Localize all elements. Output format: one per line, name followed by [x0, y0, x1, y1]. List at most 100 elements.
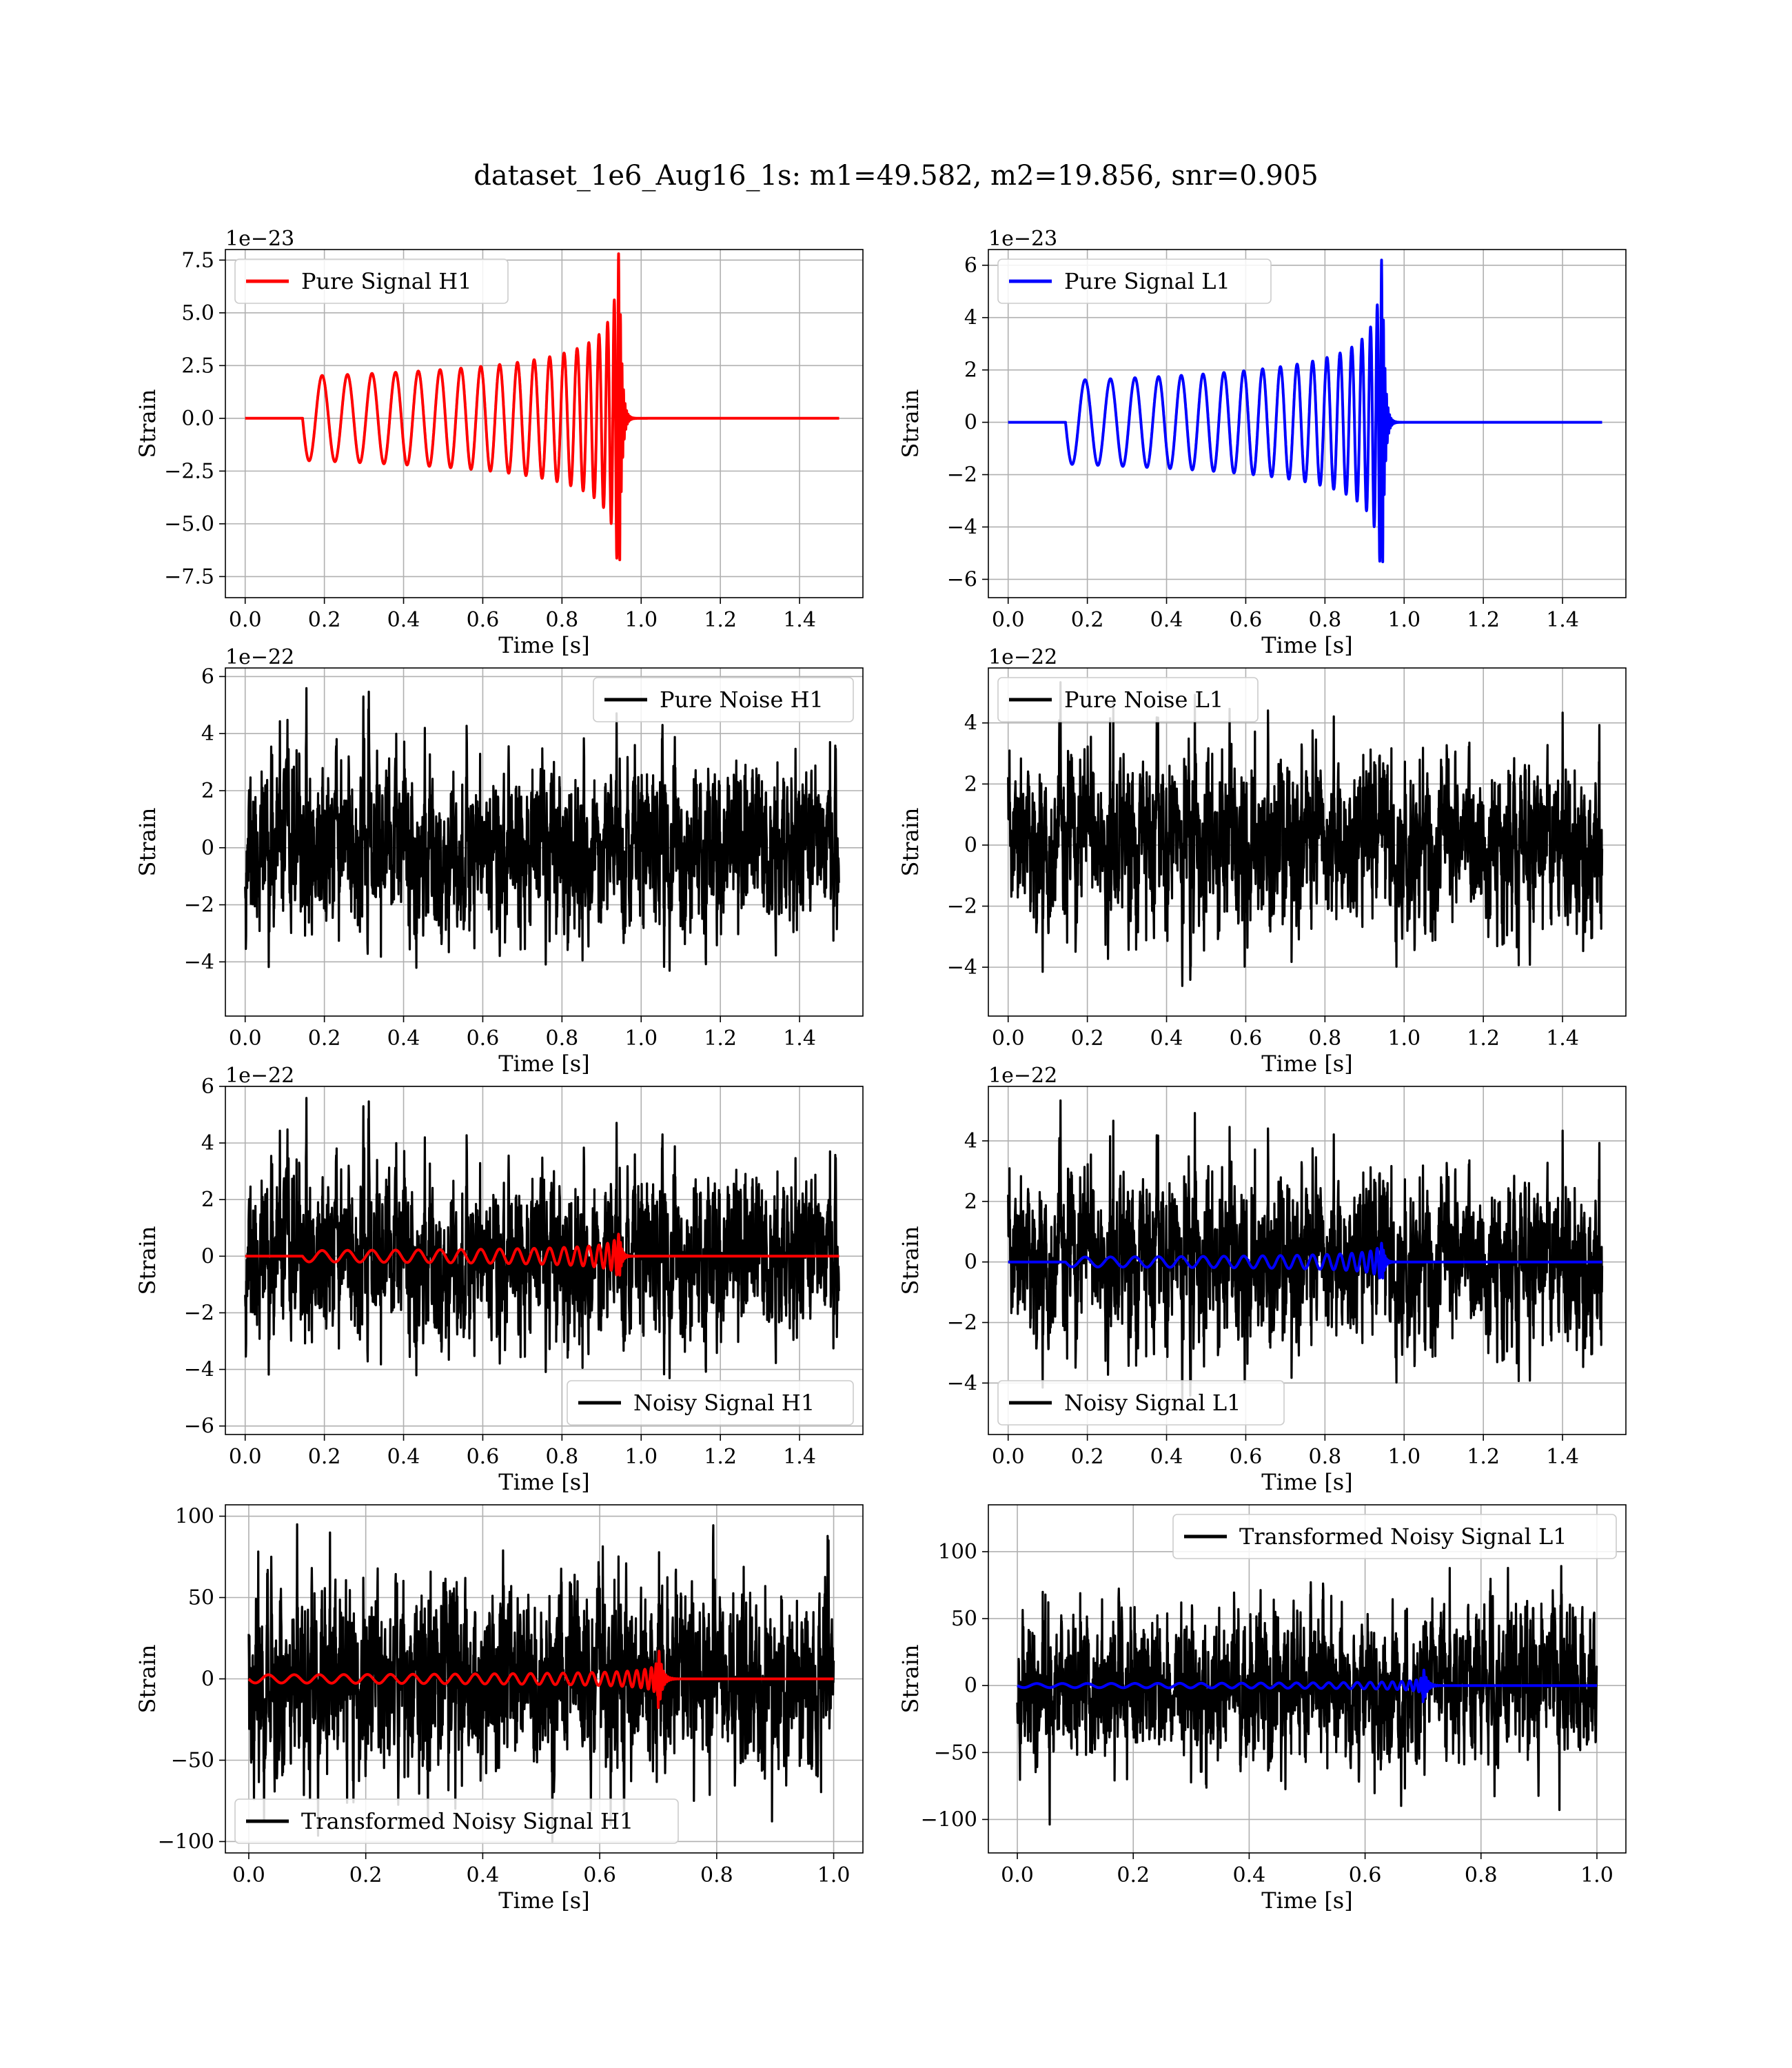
y-tick-label: 7.5 — [181, 248, 214, 272]
legend-box — [567, 1380, 854, 1426]
series-line-2 — [1006, 1241, 1604, 1280]
y-offset-label: 1e−22 — [225, 1064, 294, 1088]
x-axis-label: Time [s] — [1261, 1051, 1352, 1077]
x-tick-label: 0.2 — [1071, 1026, 1104, 1051]
x-tick-label: 0.0 — [232, 1863, 265, 1887]
series-line-1 — [1016, 1565, 1598, 1826]
y-tick-label: 2 — [964, 358, 977, 383]
x-tick-label: 0.8 — [1308, 608, 1341, 632]
axes-frame — [225, 249, 864, 598]
y-tick-label: 100 — [175, 1505, 214, 1529]
y-axis-label: Strain — [134, 808, 161, 877]
x-tick-label: 1.4 — [1546, 1445, 1579, 1469]
y-tick-label: 0 — [964, 833, 977, 858]
y-tick-label: −2.5 — [164, 459, 214, 483]
axes-frame — [988, 249, 1627, 598]
x-tick-label: 1.0 — [1387, 608, 1421, 632]
legend-box — [997, 1380, 1285, 1426]
series-line-1 — [244, 687, 841, 972]
x-tick-label: 0.0 — [1001, 1863, 1034, 1887]
legend: Noisy Signal L1 — [997, 1380, 1285, 1426]
y-axis-label: Strain — [897, 1645, 924, 1714]
legend: Pure Noise L1 — [997, 677, 1259, 722]
x-tick-label: 0.2 — [308, 608, 341, 632]
x-tick-label: 0.4 — [467, 1863, 500, 1887]
y-tick-label: 4 — [964, 711, 977, 736]
legend: Transformed Noisy Signal H1 — [234, 1798, 679, 1844]
legend-box — [234, 1798, 679, 1844]
y-offset-label: 1e−23 — [988, 227, 1057, 251]
subplot-pure-noise-h1: 0.0 0.2 0.4 0.6 0.8 1.0 1.2 1.4 −4 −2 0 2 4 6 Time [s]… — [134, 645, 864, 1077]
legend: Transformed Noisy Signal L1 — [1172, 1514, 1617, 1559]
legend-label: Noisy Signal H1 — [633, 1390, 815, 1416]
x-tick-label: 0.2 — [1071, 1445, 1104, 1469]
series-group — [243, 1097, 841, 1379]
series-line-1 — [244, 1097, 841, 1379]
x-tick-label: 0.0 — [229, 608, 262, 632]
x-tick-label: 0.6 — [583, 1863, 616, 1887]
subplot-transformed-noisy-signal-l1: 0.0 0.2 0.4 0.6 0.8 1.0 −100 −50 0 50 100 Time [s] S… — [897, 1504, 1627, 1914]
axes-frame — [225, 667, 864, 1017]
y-tick-label: −2 — [947, 1311, 977, 1335]
x-tick-label: 0.8 — [1465, 1863, 1498, 1887]
legend-box — [997, 677, 1259, 722]
x-tick-label: 0.6 — [1230, 1445, 1263, 1469]
x-tick-label: 0.0 — [992, 608, 1025, 632]
subplot-pure-signal-l1: 0.0 0.2 0.4 0.6 0.8 1.0 1.2 1.4 −6 −4 −2 0 2 4 6 Time [… — [897, 227, 1627, 658]
x-tick-label: 1.4 — [783, 608, 816, 632]
y-tick-label: 4 — [964, 306, 977, 330]
legend: Pure Signal L1 — [997, 258, 1272, 304]
x-tick-label: 0.6 — [1230, 608, 1263, 632]
x-axis-label: Time [s] — [498, 1469, 589, 1495]
y-axis-label: Strain — [897, 389, 924, 458]
subplot-pure-signal-h1: 0.0 0.2 0.4 0.6 0.8 1.0 1.2 1.4 −7.5 −5.0 −2.5 0.0 2… — [134, 227, 864, 658]
series-group — [1006, 1099, 1604, 1403]
axes-frame — [225, 1086, 864, 1435]
y-tick-label: −2 — [947, 463, 977, 487]
x-tick-label: 0.8 — [545, 608, 578, 632]
y-tick-label: −6 — [184, 1415, 214, 1439]
y-tick-label: 0 — [201, 836, 214, 860]
x-tick-label: 0.8 — [545, 1026, 578, 1051]
y-axis-label: Strain — [134, 389, 161, 458]
x-tick-label: 1.0 — [624, 1026, 658, 1051]
series-line-1 — [1007, 1099, 1604, 1403]
y-tick-label: 6 — [201, 665, 214, 689]
y-tick-label: −7.5 — [164, 565, 214, 589]
y-tick-label: −4 — [947, 955, 977, 980]
y-offset-label: 1e−22 — [225, 645, 294, 669]
y-tick-label: −2 — [947, 895, 977, 919]
x-tick-label: 0.8 — [700, 1863, 733, 1887]
x-tick-label: 0.2 — [1071, 608, 1104, 632]
legend: Noisy Signal H1 — [567, 1380, 854, 1426]
x-tick-label: 0.2 — [308, 1026, 341, 1051]
legend: Pure Noise H1 — [593, 677, 854, 722]
axes-frame — [988, 667, 1627, 1017]
x-tick-label: 0.4 — [387, 1026, 420, 1051]
y-offset-label: 1e−23 — [225, 227, 294, 251]
series-line-1 — [1006, 258, 1604, 563]
series-line-2 — [243, 1233, 841, 1277]
y-tick-label: 2.5 — [181, 354, 214, 378]
y-tick-label: −4 — [947, 1371, 977, 1395]
legend-label: Pure Signal H1 — [301, 268, 472, 294]
x-tick-label: 0.8 — [1308, 1026, 1341, 1051]
x-tick-label: 0.2 — [1117, 1863, 1150, 1887]
x-tick-label: 0.6 — [467, 608, 500, 632]
x-tick-label: 0.0 — [229, 1445, 262, 1469]
series-line-2 — [247, 1650, 835, 1710]
x-axis-label: Time [s] — [498, 1051, 589, 1077]
subplot-noisy-signal-h1: 0.0 0.2 0.4 0.6 0.8 1.0 1.2 1.4 −6 −4 −2 0 2 4 6 Time [… — [134, 1064, 864, 1495]
y-tick-label: 2 — [201, 1188, 214, 1212]
x-tick-label: 1.2 — [704, 1445, 737, 1469]
y-tick-label: 0 — [201, 1667, 214, 1692]
x-tick-label: 0.4 — [1233, 1863, 1266, 1887]
series-line-1 — [247, 1523, 835, 1843]
y-axis-label: Strain — [134, 1645, 161, 1714]
x-tick-label: 1.0 — [624, 1445, 658, 1469]
y-tick-label: 100 — [938, 1540, 977, 1564]
x-tick-label: 1.0 — [624, 608, 658, 632]
x-tick-label: 1.0 — [1580, 1863, 1613, 1887]
x-tick-label: 0.6 — [467, 1445, 500, 1469]
axes-frame — [225, 1504, 864, 1854]
